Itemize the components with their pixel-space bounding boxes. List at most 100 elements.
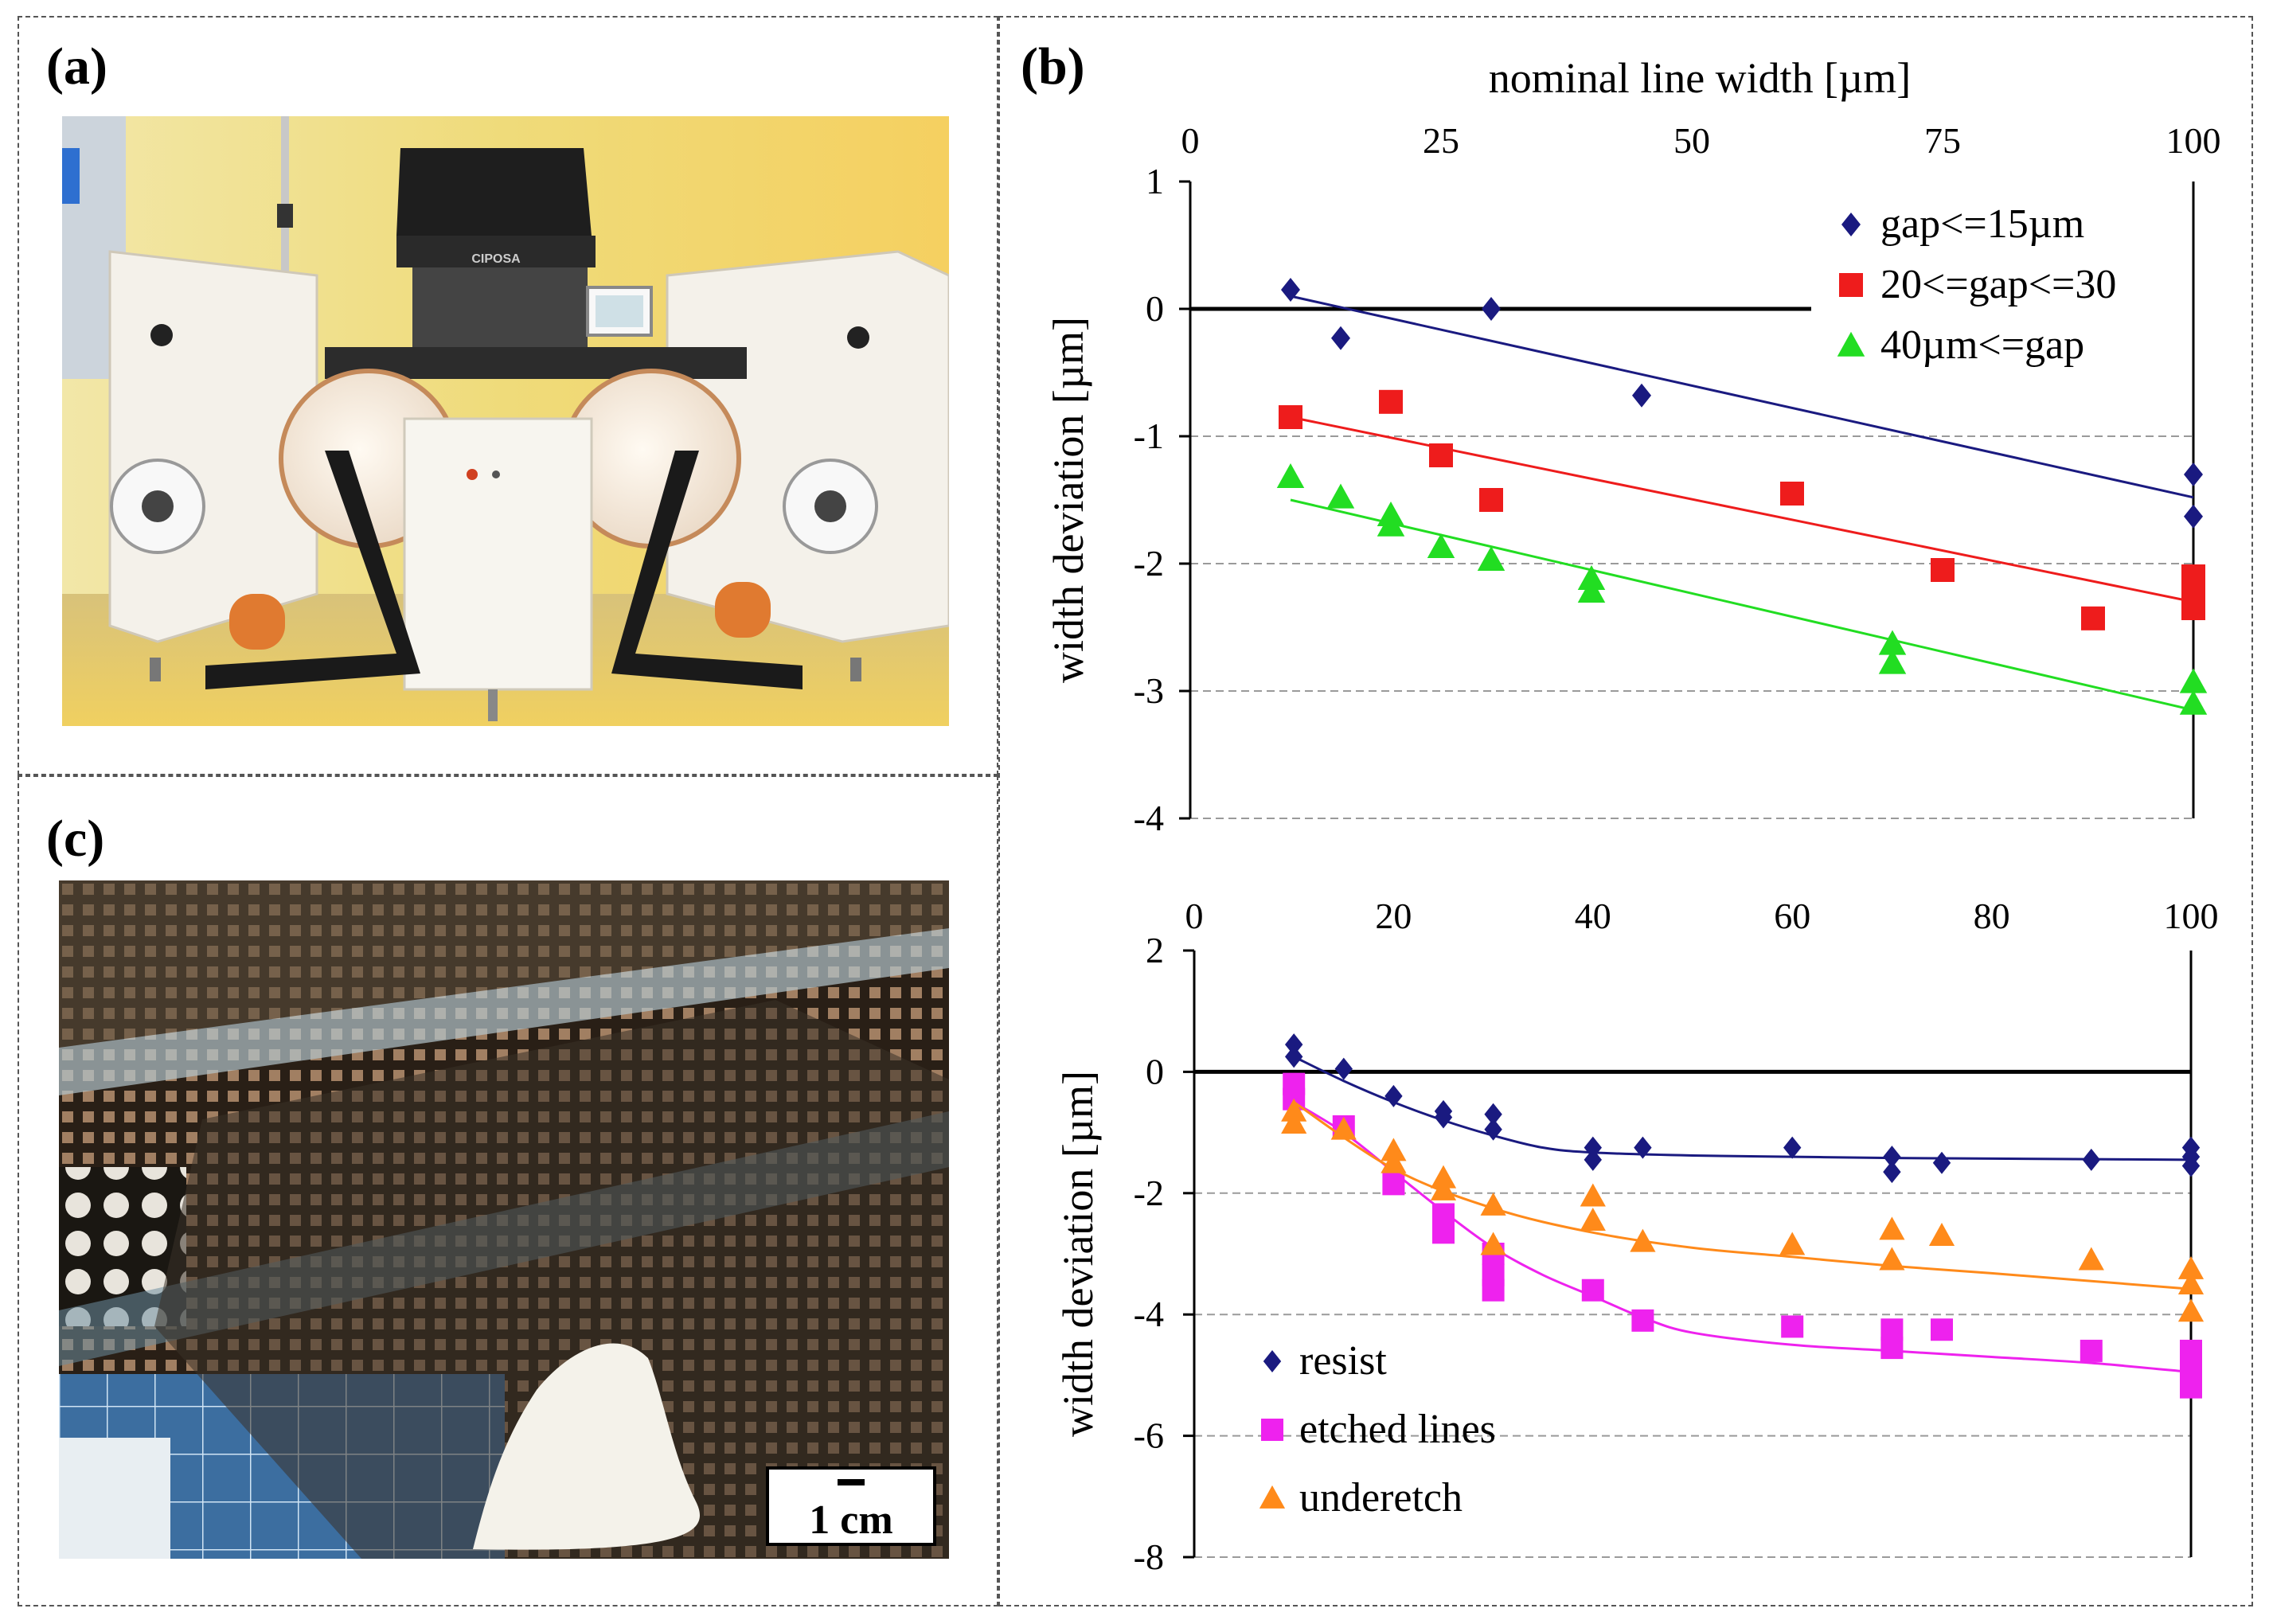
x-tick-label: 40 [1575, 896, 1611, 936]
legend-label: resist [1299, 1338, 1387, 1384]
data-point [1331, 326, 1350, 350]
data-point [1482, 297, 1501, 321]
data-point [1577, 577, 1606, 603]
data-point [1932, 1151, 1951, 1174]
data-point [1581, 1279, 1604, 1302]
panel-a-frame [18, 16, 998, 775]
data-point [1381, 1138, 1407, 1161]
series-20-gap-30: 20<=gap<=30 [1279, 262, 2205, 630]
fit-line [1293, 1101, 2192, 1290]
machine-brand-label: CIPOSA [471, 252, 521, 266]
data-point [1330, 1116, 1357, 1140]
panel-b-label: (b) [1021, 37, 1085, 96]
data-point [1484, 1103, 1502, 1126]
legend-marker [1261, 1419, 1283, 1441]
data-point [1384, 1084, 1403, 1107]
data-point [1931, 1318, 1953, 1341]
x-tick-label: 25 [1423, 120, 1459, 161]
data-point [1630, 1228, 1656, 1252]
data-point [2180, 1376, 2202, 1399]
legend-label: etched lines [1299, 1407, 1496, 1452]
legend-marker [1263, 1350, 1282, 1372]
x-axis-label: nominal line width [µm] [1489, 54, 1912, 102]
data-point [1430, 1165, 1457, 1189]
legend-label: gap<=15µm [1880, 201, 2084, 247]
data-point [1878, 630, 1907, 655]
data-point [1580, 1183, 1606, 1207]
x-tick-label: 80 [1974, 896, 2010, 936]
legend-marker [1837, 331, 1865, 357]
series-40-m-gap: 40µm<=gap [1276, 322, 2208, 715]
data-point [1379, 389, 1403, 414]
data-point [2177, 1271, 2205, 1294]
data-point [1879, 1247, 1905, 1271]
legend-marker [1259, 1485, 1286, 1509]
legend-label: 40µm<=gap [1880, 322, 2084, 368]
legend-marker [1841, 213, 1861, 236]
panel-b-frame [998, 16, 2253, 1606]
data-point [1632, 383, 1651, 408]
fit-line [1293, 1056, 2192, 1161]
data-point [1281, 278, 1300, 302]
y-tick-label: 1 [1146, 161, 1164, 201]
data-point [1429, 443, 1453, 467]
data-point [1281, 1098, 1307, 1122]
x-tick-label: 0 [1181, 120, 1200, 161]
data-point [1480, 1232, 1506, 1255]
y-tick-label: -2 [1134, 543, 1164, 584]
data-point [2181, 596, 2205, 620]
data-point [1879, 1216, 1905, 1240]
machine-illustration: CIPOSA [62, 116, 949, 726]
y-tick-label: -2 [1134, 1173, 1164, 1213]
data-point [1781, 1315, 1804, 1338]
data-point [1279, 405, 1302, 429]
data-point [1326, 483, 1355, 509]
y-tick-label: -4 [1134, 798, 1164, 838]
data-point [1432, 1221, 1455, 1244]
fit-line [1290, 416, 2194, 603]
data-point [1584, 1136, 1602, 1159]
fit-line [1293, 1101, 2192, 1374]
data-point [1480, 1192, 1506, 1216]
x-tick-label: 60 [1774, 896, 1810, 936]
data-point [1580, 1207, 1606, 1231]
data-point [2177, 1298, 2205, 1322]
data-point [1285, 1033, 1303, 1056]
data-point [1430, 1177, 1457, 1200]
y-axis-label: width deviation [µm] [1045, 317, 1092, 683]
data-point [1928, 1223, 1955, 1247]
data-point [1382, 1173, 1405, 1196]
y-tick-label: 0 [1146, 1051, 1164, 1091]
panel-c-label: (c) [46, 810, 105, 868]
scale-bar-label: 1 cm [809, 1497, 892, 1543]
x-tick-label: 0 [1185, 896, 1204, 936]
y-tick-label: -8 [1134, 1536, 1164, 1577]
data-point [1631, 1309, 1654, 1332]
y-tick-label: -1 [1134, 416, 1164, 456]
y-tick-label: -4 [1134, 1294, 1164, 1334]
data-point [1577, 564, 1606, 590]
data-point [1584, 1148, 1602, 1171]
fit-line [1290, 498, 2194, 712]
data-point [1285, 1045, 1303, 1068]
data-point [2177, 1255, 2205, 1279]
data-point [2080, 1339, 2103, 1362]
legend-label: 20<=gap<=30 [1880, 262, 2116, 307]
data-point [2181, 1154, 2201, 1177]
data-point [1779, 1232, 1806, 1255]
data-point [2081, 606, 2105, 630]
x-tick-label: 100 [2164, 896, 2219, 936]
y-tick-label: 2 [1146, 930, 1164, 970]
data-point [1484, 1118, 1502, 1141]
x-tick-label: 20 [1375, 896, 1412, 936]
data-point [2184, 504, 2203, 529]
data-point [1883, 1161, 1901, 1184]
data-point [1276, 463, 1305, 488]
x-tick-label: 50 [1673, 120, 1710, 161]
foil-illustration: 1 cm [59, 880, 949, 1559]
data-point [1281, 1111, 1307, 1134]
data-point [1434, 1106, 1453, 1129]
data-point [1883, 1146, 1901, 1169]
